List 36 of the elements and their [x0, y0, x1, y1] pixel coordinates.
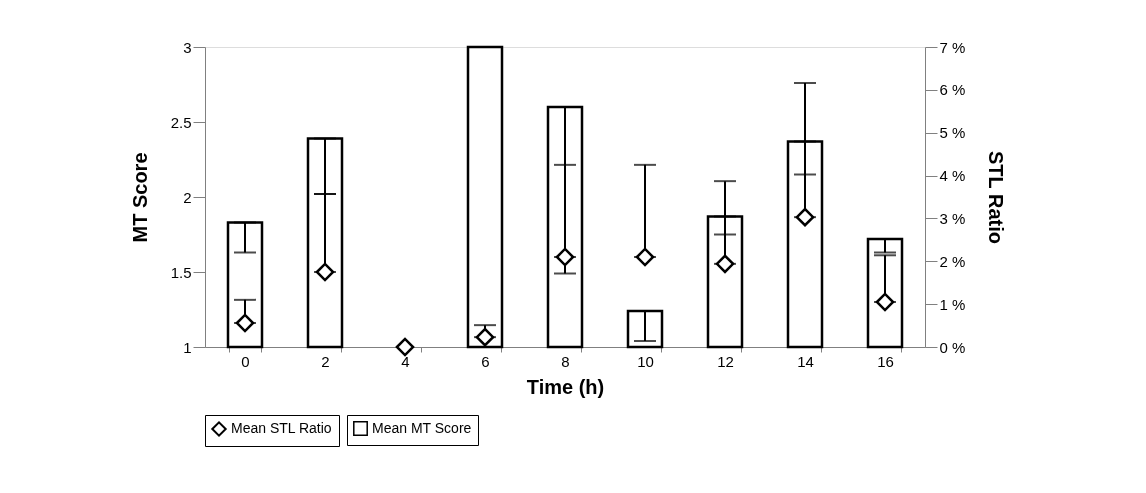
- y-tick-label: 3: [183, 38, 192, 56]
- point: [875, 292, 895, 312]
- point: [795, 207, 815, 227]
- y2-tick-label: 0 %: [939, 338, 966, 356]
- x-axis-title: Time (h): [526, 375, 605, 398]
- point: [635, 247, 655, 267]
- x-tick-label: 4: [401, 352, 410, 370]
- y2-axis-title: STL Ratio: [985, 151, 1008, 244]
- y-tick-label: 2: [183, 188, 192, 206]
- y-axis-title: MT Score: [128, 152, 151, 243]
- legend-label: Mean STL Ratio: [231, 420, 332, 436]
- y2-tick-label: 3 %: [939, 209, 966, 227]
- y2-tick-label: 2 %: [939, 252, 966, 270]
- point: [715, 254, 735, 274]
- legend-label: Mean MT Score: [372, 419, 472, 436]
- x-tick-label: 2: [321, 352, 330, 370]
- y2-tick-label: 4 %: [939, 167, 966, 185]
- x-tick-label: 12: [717, 352, 734, 370]
- y2-tick-label: 1 %: [939, 295, 966, 313]
- y2-tick-label: 5 %: [939, 124, 966, 142]
- y-tick-label: 1: [183, 338, 192, 356]
- point: [475, 327, 495, 347]
- x-tick-label: 6: [481, 352, 490, 370]
- point: [235, 313, 255, 333]
- point: [555, 247, 575, 267]
- y2-tick-label: 7 %: [939, 38, 966, 56]
- y-tick-label: 2.5: [170, 113, 192, 131]
- point: [315, 262, 335, 282]
- y-tick-label: 1.5: [170, 263, 192, 281]
- x-tick-label: 8: [561, 352, 570, 370]
- x-tick-label: 14: [797, 352, 814, 370]
- x-tick-label: 10: [637, 352, 654, 370]
- y2-tick-label: 6 %: [939, 81, 966, 99]
- x-tick-label: 0: [241, 352, 250, 370]
- point: [395, 337, 415, 357]
- x-tick-label: 16: [877, 352, 894, 370]
